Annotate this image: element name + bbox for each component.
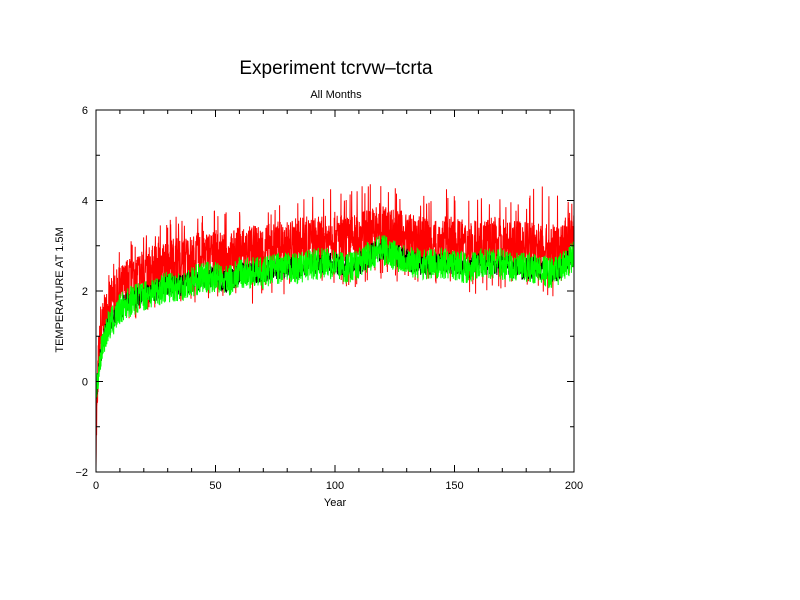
x-tick-label: 0 — [93, 480, 99, 492]
y-tick-label: 0 — [82, 377, 88, 389]
chart-subtitle: All Months — [310, 89, 362, 101]
ticks-layer: 0 50 100 150 200 −2 0 2 4 6 — [75, 105, 583, 492]
y-tick-label: 6 — [82, 105, 88, 117]
x-axis-label: Year — [324, 497, 347, 509]
y-tick-label: 2 — [82, 286, 88, 298]
chart-title: Experiment tcrvw–tcrta — [239, 58, 433, 79]
y-tick-label: 4 — [82, 196, 88, 208]
y-tick-label: −2 — [75, 467, 88, 479]
plot-area — [95, 184, 575, 468]
series-line-green — [95, 235, 575, 399]
series-line-red — [95, 184, 575, 468]
x-tick-label: 50 — [209, 480, 221, 492]
y-axis-label: TEMPERATURE AT 1.5M — [54, 227, 66, 352]
series-layer — [95, 184, 575, 468]
x-tick-label: 150 — [445, 480, 463, 492]
x-tick-label: 200 — [565, 480, 583, 492]
x-tick-label: 100 — [326, 480, 344, 492]
